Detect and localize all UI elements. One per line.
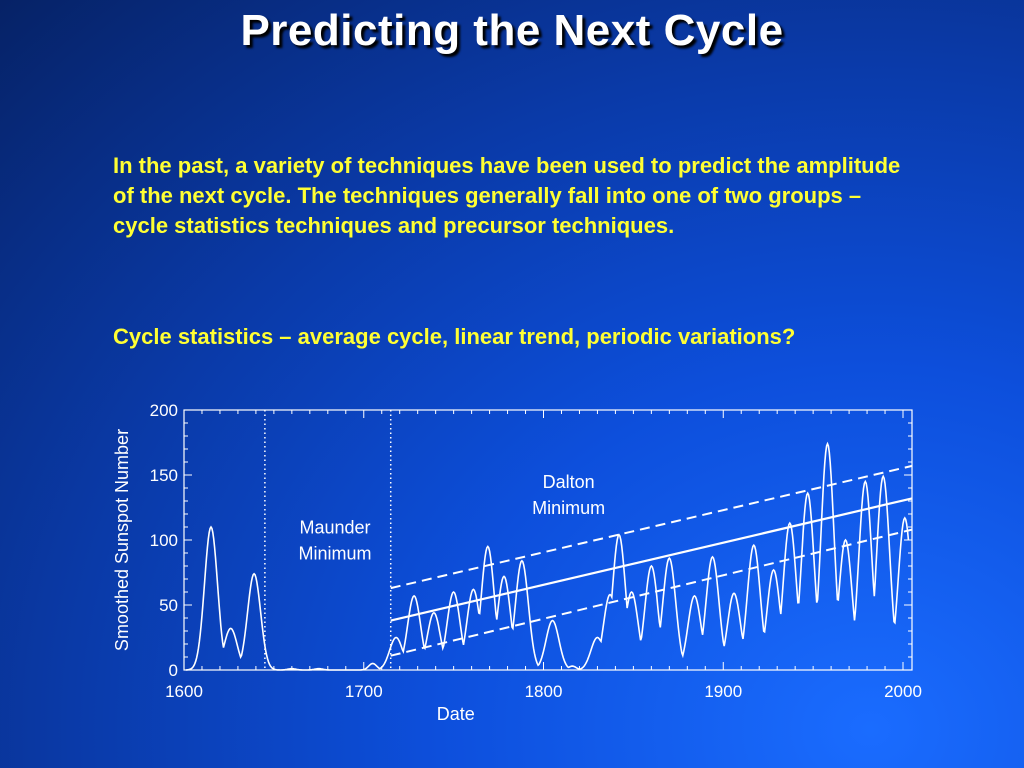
maunder-label: Minimum bbox=[298, 544, 371, 564]
chart-text: 1600 1700 1800 1900 2000 0 50 100 150 200 Date Smoo… bbox=[112, 401, 922, 724]
sunspot-series-line bbox=[185, 441, 910, 671]
linear-trend-line bbox=[390, 497, 913, 622]
x-tick-label: 1600 bbox=[165, 682, 203, 701]
dalton-label: Dalton bbox=[543, 472, 595, 492]
x-tick-label: 1800 bbox=[525, 682, 563, 701]
x-tick-label: 1900 bbox=[704, 682, 742, 701]
slide-title: Predicting the Next Cycle bbox=[240, 6, 784, 55]
intro-paragraph: In the past, a variety of techniques hav… bbox=[113, 153, 901, 238]
x-tick-label: 2000 bbox=[884, 682, 922, 701]
cycle-statistics-paragraph: Cycle statistics – average cycle, linear… bbox=[113, 324, 796, 349]
y-tick-label: 50 bbox=[159, 596, 178, 615]
y-tick-label: 200 bbox=[150, 401, 178, 420]
y-axis-label: Smoothed Sunspot Number bbox=[112, 429, 132, 651]
trend-upper-bound-line bbox=[390, 464, 913, 590]
x-axis-label: Date bbox=[437, 704, 475, 724]
y-tick-label: 100 bbox=[150, 531, 178, 550]
chart-marks bbox=[185, 410, 913, 671]
maunder-label: Maunder bbox=[299, 518, 370, 538]
y-tick-label: 150 bbox=[150, 466, 178, 485]
y-tick-label: 0 bbox=[169, 661, 178, 680]
x-tick-label: 1700 bbox=[345, 682, 383, 701]
trend-lower-bound-line bbox=[390, 528, 913, 657]
dalton-label: Minimum bbox=[532, 498, 605, 518]
